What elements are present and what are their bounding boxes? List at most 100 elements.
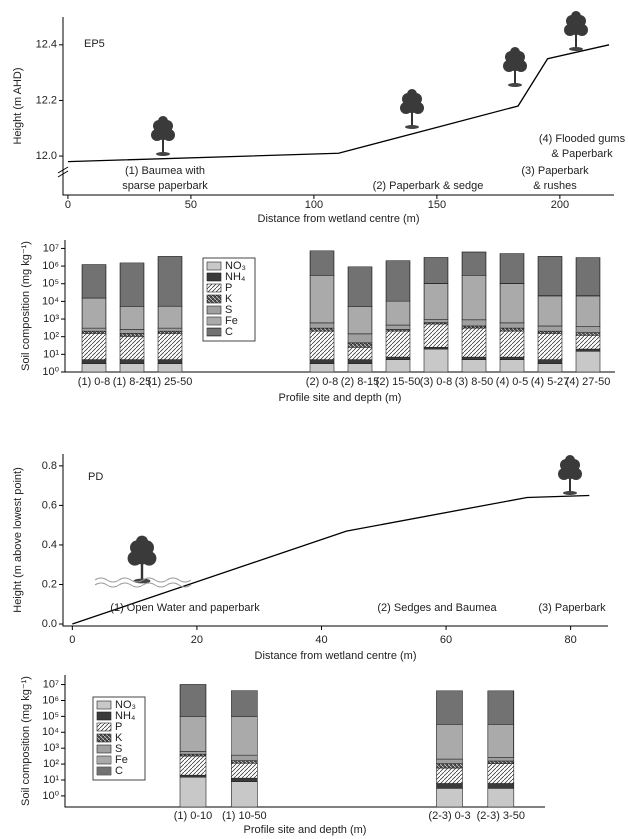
bar-segment (158, 333, 182, 359)
annotation: (4) Flooded gums (539, 133, 626, 145)
bar-segment (462, 326, 486, 328)
bar-segment (82, 333, 106, 359)
bar-segment (231, 716, 257, 755)
legend-label: C (115, 765, 123, 777)
bar-segment (424, 349, 448, 372)
chart-title: PD (88, 471, 103, 483)
annotation: (3) Paperbark (521, 165, 589, 177)
bar-segment (437, 691, 463, 725)
bar-segment (500, 360, 524, 372)
bar-segment (424, 324, 448, 347)
x-tick-label: 40 (315, 634, 327, 646)
bar-segment (500, 357, 524, 360)
bar-segment (120, 333, 144, 336)
x-tick-label: (2) 15-50 (376, 376, 421, 388)
bar-segment (538, 256, 562, 295)
bar-segment (120, 364, 144, 372)
bar-segment (348, 364, 372, 372)
y-tick-label: 12.4 (36, 39, 57, 51)
x-tick-label: 50 (185, 199, 197, 211)
x-tick-label: 0 (69, 634, 75, 646)
bar-segment (500, 331, 524, 357)
y-tick-label: 0.2 (42, 578, 57, 590)
x-tick-label: 80 (565, 634, 577, 646)
legend-swatch (97, 756, 111, 764)
bar-segment (120, 306, 144, 329)
y-tick-label: 10⁷ (43, 242, 59, 254)
bar-segment (310, 328, 334, 331)
bar-segment (462, 357, 486, 360)
bar-segment (424, 320, 448, 323)
bar-segment (82, 328, 106, 331)
bar-segment (348, 360, 372, 364)
y-axis-label: Soil composition (mg kg⁻¹) (20, 241, 32, 371)
bar-segment (462, 320, 486, 326)
bar-segment (231, 761, 257, 764)
bar-segment (310, 364, 334, 372)
y-tick-label: 10² (43, 331, 59, 343)
x-tick-label: (2) 8-15 (341, 376, 380, 388)
x-axis-label: Profile site and depth (m) (244, 824, 367, 836)
bar-segment (576, 351, 600, 372)
bar-segment (310, 275, 334, 323)
bar-segment (424, 257, 448, 283)
annotation: (2) Paperbark & sedge (373, 180, 484, 192)
x-tick-label: (2-3) 3-50 (477, 810, 525, 822)
bar-segment (488, 761, 514, 764)
y-tick-label: 0.0 (42, 618, 57, 630)
bar-segment (180, 751, 206, 754)
x-tick-label: (2-3) 0-3 (428, 810, 470, 822)
x-tick-label: (4) 5-27 (531, 376, 570, 388)
bar-segment (437, 788, 463, 807)
legend-swatch (207, 273, 221, 281)
y-axis-label: Soil composition (mg kg⁻¹) (20, 676, 32, 806)
annotation: (3) Paperbark (538, 602, 606, 614)
x-tick-label: 200 (551, 199, 569, 211)
y-tick-label: 10⁴ (42, 726, 59, 738)
x-tick-label: 60 (440, 634, 452, 646)
y-tick-label: 10⁰ (42, 366, 59, 378)
y-tick-label: 0.4 (42, 539, 57, 551)
bar-segment (348, 343, 372, 348)
legend-swatch (207, 317, 221, 325)
bar-segment (82, 364, 106, 372)
bar-segment (82, 265, 106, 299)
y-axis-label: Height (m AHD) (12, 67, 24, 144)
page: 12.012.212.4Height (m AHD)Distance from … (0, 0, 628, 839)
bar-segment (158, 256, 182, 306)
y-tick-label: 10⁶ (42, 694, 59, 706)
legend-swatch (97, 701, 111, 709)
bar-segment (120, 330, 144, 334)
axis-line (65, 240, 615, 372)
bar-segment (488, 764, 514, 784)
tree-icon (564, 11, 588, 51)
tree-icon (503, 47, 527, 87)
legend-swatch (97, 767, 111, 775)
legend-swatch (207, 284, 221, 292)
bar-segment (437, 764, 463, 768)
tree-icon (151, 116, 175, 156)
y-tick-label: 10³ (43, 742, 59, 754)
y-tick-label: 0.8 (42, 460, 57, 472)
y-tick-label: 12.0 (36, 150, 57, 162)
annotation: & rushes (533, 180, 577, 192)
legend-swatch (207, 306, 221, 314)
legend-swatch (207, 295, 221, 303)
bar-segment (424, 284, 448, 320)
annotation: (2) Sedges and Baumea (377, 602, 497, 614)
bar-segment (348, 306, 372, 333)
legend-swatch (97, 745, 111, 753)
bar-segment (500, 323, 524, 328)
bar-segment (310, 360, 334, 364)
x-tick-label: 0 (65, 199, 71, 211)
annotation: (1) Open Water and paperbark (110, 602, 260, 614)
bar-segment (538, 364, 562, 372)
bar-segment (231, 778, 257, 781)
legend-swatch (97, 734, 111, 742)
legend-swatch (97, 712, 111, 720)
bar-segment (462, 252, 486, 275)
x-tick-label: (1) 10-50 (222, 810, 267, 822)
bar-segment (538, 296, 562, 326)
bar-segment (386, 261, 410, 301)
bar-segment (386, 360, 410, 372)
